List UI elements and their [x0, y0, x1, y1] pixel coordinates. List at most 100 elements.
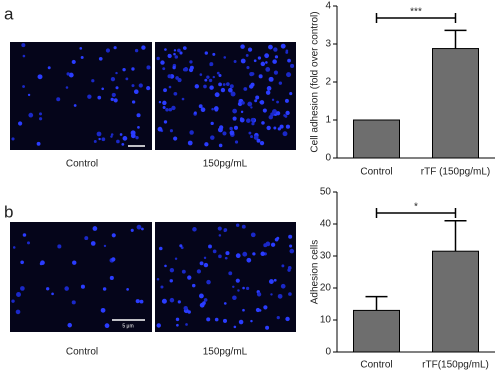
cell: [246, 66, 250, 70]
cell: [273, 126, 277, 130]
cell: [285, 316, 290, 322]
cell: [250, 106, 253, 109]
bar: [353, 119, 400, 159]
cell: [172, 65, 176, 70]
cell: [113, 46, 117, 50]
cell: [241, 224, 246, 229]
cell: [233, 60, 237, 63]
cell: [12, 246, 16, 249]
cell: [131, 100, 136, 104]
cell: [146, 65, 151, 70]
cell: [80, 55, 84, 59]
cell: [173, 49, 177, 52]
cell: [157, 126, 163, 132]
cell: [218, 234, 222, 237]
cell: [133, 89, 139, 95]
cell: [250, 232, 256, 238]
cell: [110, 77, 116, 82]
cell: [122, 67, 126, 72]
y-tick-label: 40: [320, 219, 332, 230]
cell: [174, 257, 178, 260]
cell: [206, 75, 210, 79]
cell: [131, 67, 135, 71]
cell: [156, 56, 160, 61]
cell: [162, 106, 166, 110]
cell: [130, 228, 134, 232]
cell: [111, 257, 116, 262]
cell: [15, 309, 21, 315]
cell: [27, 93, 31, 97]
cell: [38, 112, 43, 116]
cell: [162, 67, 166, 71]
y-tick-label: 0: [325, 153, 331, 164]
cell: [198, 104, 203, 109]
cell: [57, 244, 62, 249]
y-tick-label: 4: [325, 1, 331, 12]
cell: [212, 52, 216, 56]
cell: [93, 140, 97, 143]
cell: [181, 269, 186, 274]
cell: [204, 78, 208, 82]
cell: [277, 127, 281, 131]
y-axis-label: Cell adhesion (fold over control): [310, 11, 321, 152]
cell: [164, 264, 167, 268]
cell: [146, 86, 151, 91]
cell: [248, 131, 252, 135]
cell: [26, 241, 31, 245]
cell: [22, 85, 25, 88]
cell: [71, 59, 76, 65]
cell: [196, 269, 202, 274]
cell: [98, 56, 103, 61]
cell: [265, 325, 270, 330]
cell: [56, 97, 61, 102]
cell: [214, 317, 219, 322]
cell: [290, 63, 295, 68]
y-axis-label: Adhesion cells: [310, 240, 321, 304]
cell: [84, 236, 89, 241]
cell: [264, 53, 270, 59]
cell: [136, 113, 141, 118]
cell: [183, 305, 188, 311]
cell: [11, 137, 15, 141]
cell: [206, 279, 211, 285]
cell: [160, 60, 165, 65]
cell: [210, 121, 214, 126]
cell: [235, 223, 240, 227]
cell: [235, 253, 241, 259]
cell: [119, 133, 123, 136]
cell: [256, 292, 262, 297]
cell: [225, 251, 230, 256]
cell: [250, 72, 255, 76]
cell: [181, 97, 185, 101]
cell: [258, 74, 263, 79]
cell: [101, 137, 106, 142]
cell: [214, 92, 220, 98]
cell: [20, 260, 24, 265]
cell: [179, 51, 183, 55]
cell: [168, 85, 172, 89]
cell: [200, 107, 206, 113]
cell: [204, 51, 208, 55]
cell: [228, 87, 233, 93]
cell: [168, 107, 173, 112]
cell: [272, 109, 277, 115]
cell: [206, 317, 211, 322]
cell: [212, 249, 217, 254]
cell: [177, 77, 182, 83]
cell: [96, 131, 102, 137]
cell: [136, 224, 142, 230]
cell: [287, 58, 291, 63]
cell: [183, 46, 187, 50]
cell: [16, 291, 22, 297]
cell: [257, 56, 262, 60]
cell: [64, 286, 69, 291]
cell: [187, 140, 193, 146]
cell: [233, 325, 237, 329]
cell: [121, 142, 125, 146]
cell: [240, 110, 244, 114]
cell: [65, 86, 69, 89]
cell: [208, 244, 212, 249]
cell: [242, 251, 248, 257]
cell: [223, 56, 227, 59]
